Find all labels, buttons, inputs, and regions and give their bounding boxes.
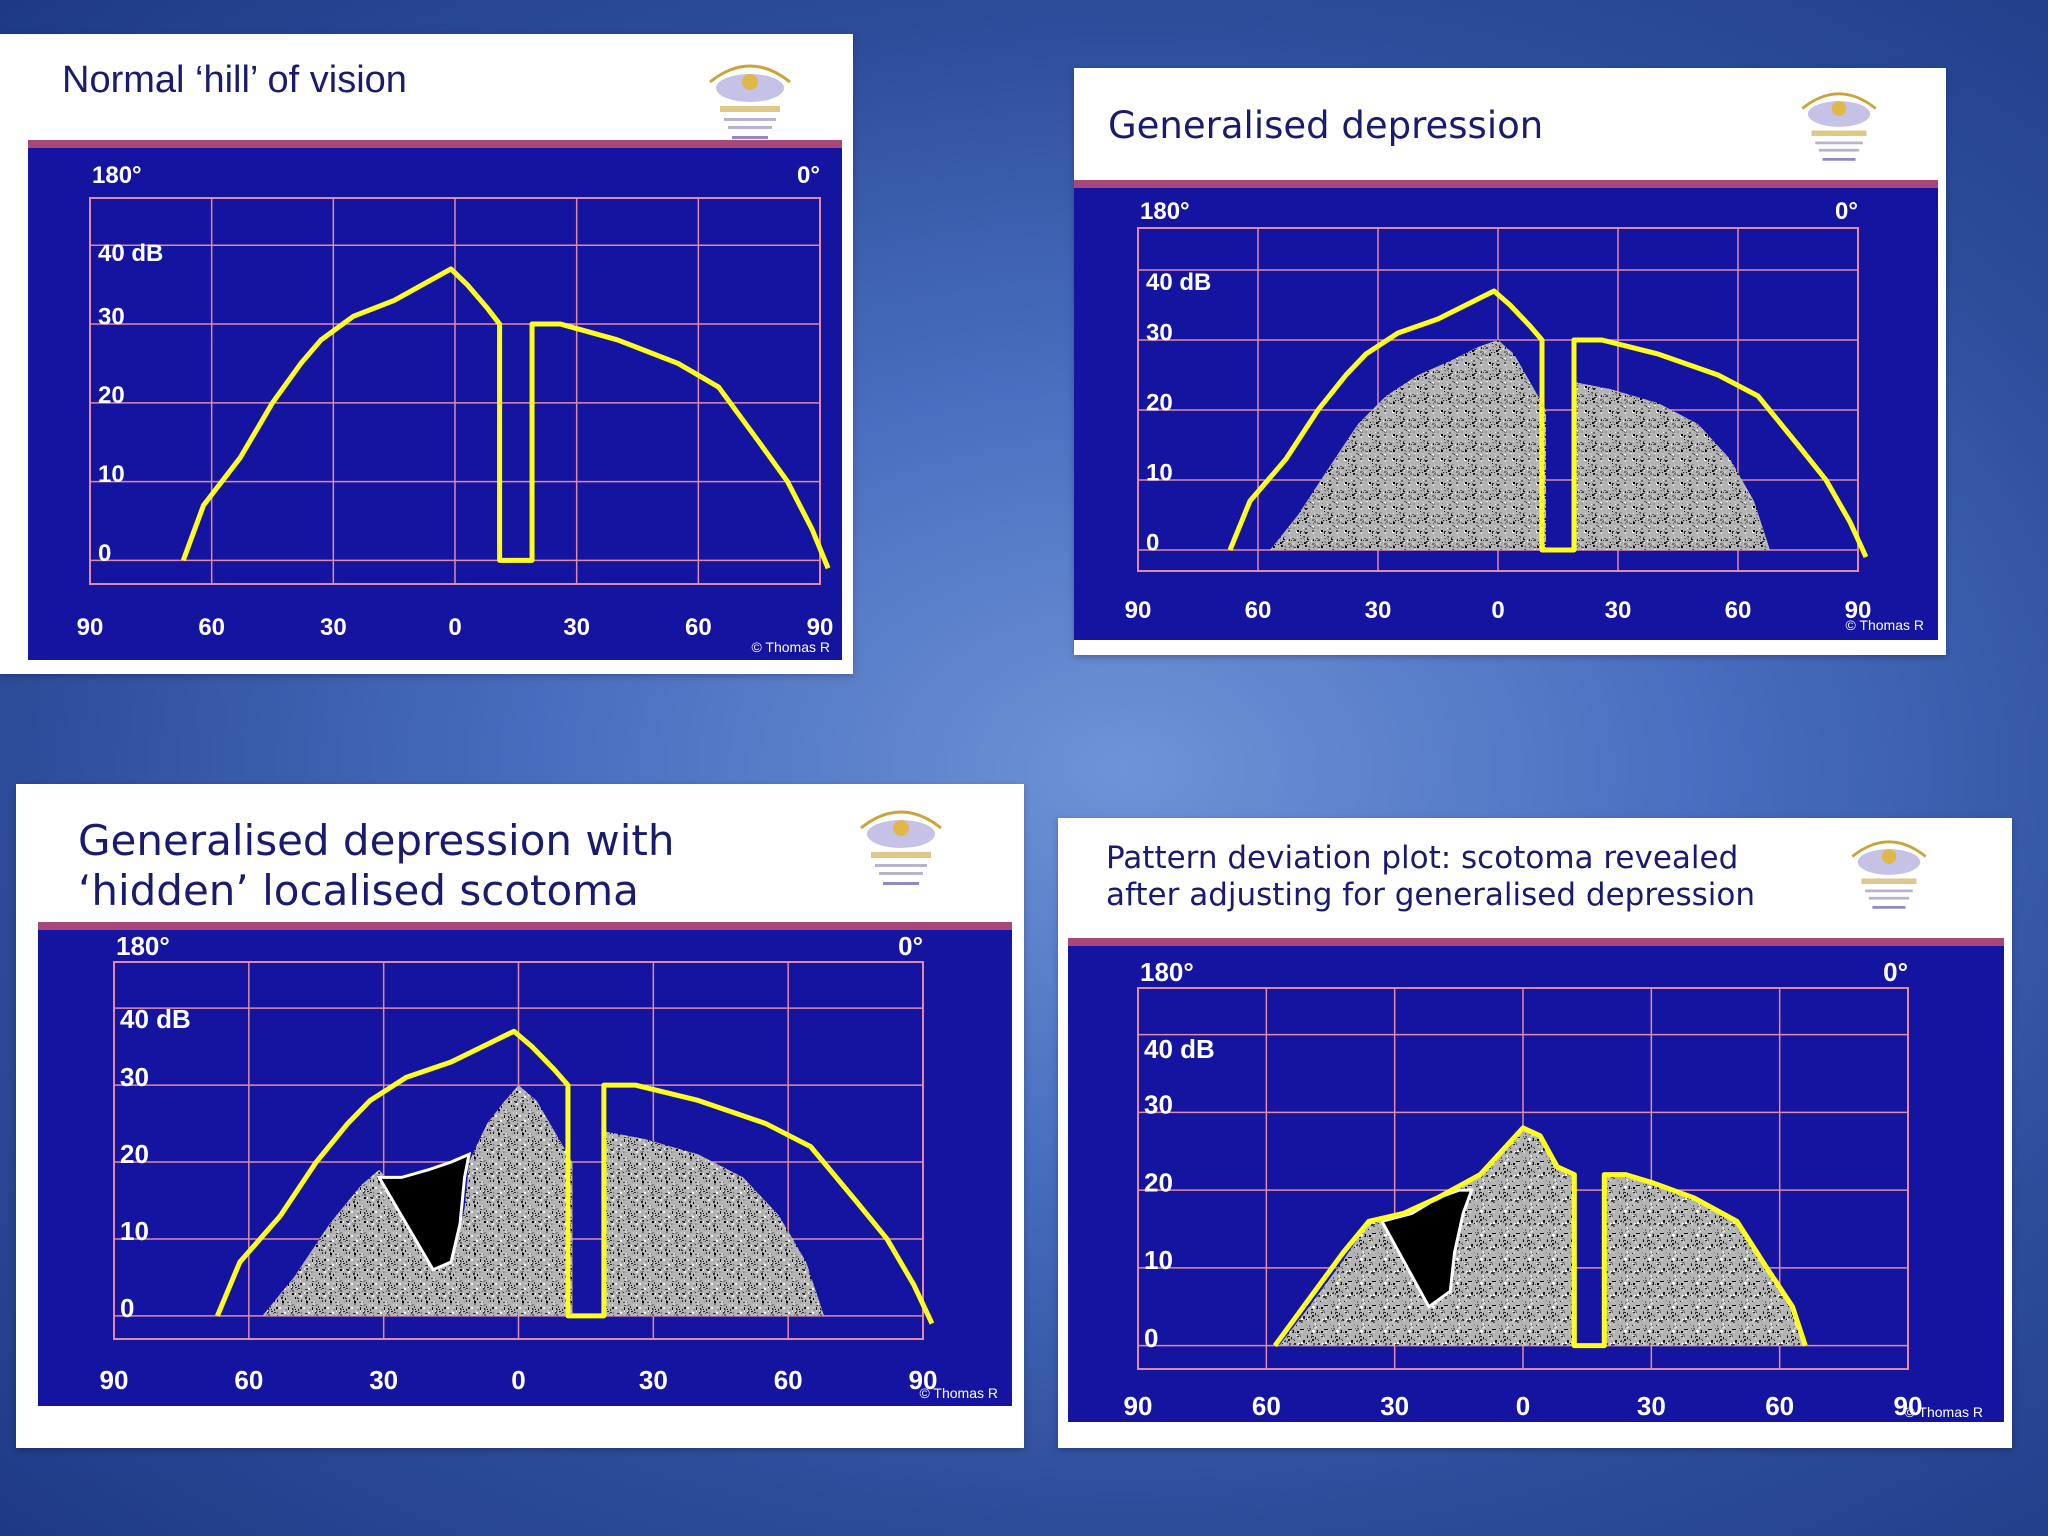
- unit-label: 40 dB: [120, 1004, 191, 1034]
- corner-label-left: 180°: [116, 931, 170, 961]
- x-tick-label: 30: [563, 614, 590, 641]
- panel-title: Normal ‘hill’ of vision: [62, 59, 407, 101]
- logo-icon: [1804, 818, 1974, 928]
- corner-label-right: 0°: [1883, 957, 1908, 987]
- y-tick-label: 0: [1146, 529, 1159, 556]
- panel-hidden-scotoma: Generalised depression with ‘hidden’ loc…: [16, 784, 1024, 1448]
- y-tick-label: 10: [120, 1216, 149, 1246]
- x-tick-label: 60: [685, 614, 712, 641]
- depression-area: [603, 1131, 825, 1316]
- y-tick-label: 0: [120, 1293, 134, 1323]
- hill-of-vision-line: [1227, 288, 1869, 559]
- panel-title: Generalised depression: [1108, 104, 1544, 147]
- x-tick-label: 60: [1252, 1391, 1281, 1421]
- x-tick-label: 30: [369, 1365, 398, 1395]
- x-tick-label: 0: [448, 614, 461, 641]
- x-tick-label: 60: [234, 1365, 263, 1395]
- y-tick-label: 20: [1144, 1167, 1173, 1197]
- x-tick-label: 0: [1491, 597, 1504, 624]
- x-tick-label: 60: [1725, 597, 1752, 624]
- x-tick-label: 0: [1516, 1391, 1530, 1421]
- depression-area: [262, 1085, 573, 1316]
- unit-label: 40 dB: [1144, 1034, 1215, 1064]
- credit-label: © Thomas R: [1904, 1404, 1983, 1420]
- x-tick-label: 30: [1380, 1391, 1409, 1421]
- chart-box: 180° 0° 40 dB 0 10 20 30 90 60 30 0 30 60 90 © Thomas …: [1074, 180, 1938, 640]
- x-tick-label: 60: [1765, 1391, 1794, 1421]
- x-tick-label: 0: [511, 1365, 525, 1395]
- x-tick-label: 60: [1245, 597, 1272, 624]
- corner-label-left: 180°: [1140, 957, 1194, 987]
- x-tick-label: 30: [1637, 1391, 1666, 1421]
- panel-generalised-depression: Generalised depression 180° 0° 40 dB 0 10 20 3…: [1074, 68, 1946, 655]
- x-tick-label: 90: [1894, 1391, 1923, 1421]
- y-tick-label: 20: [1146, 389, 1173, 416]
- y-tick-label: 20: [98, 382, 125, 409]
- x-tick-label: 90: [909, 1365, 938, 1395]
- x-tick-label: 60: [774, 1365, 803, 1395]
- depression-area: [1604, 1174, 1806, 1346]
- hill-of-vision-line: [180, 266, 831, 570]
- corner-label-left: 180°: [92, 162, 142, 189]
- depression-area: [1270, 340, 1546, 550]
- hill-of-vision-line: [1272, 1125, 1808, 1349]
- corner-label-right: 0°: [1835, 198, 1858, 225]
- depression-area: [1574, 382, 1770, 550]
- x-tick-label: 90: [77, 614, 104, 641]
- corner-label-left: 180°: [1140, 198, 1190, 225]
- y-tick-label: 30: [120, 1062, 149, 1092]
- x-tick-label: 90: [1124, 1391, 1153, 1421]
- x-tick-label: 90: [100, 1365, 129, 1395]
- corner-label-right: 0°: [898, 931, 923, 961]
- y-tick-label: 20: [120, 1139, 149, 1169]
- x-tick-label: 30: [320, 614, 347, 641]
- chart-box: 180° 0° 40 dB 0 10 20 30 90 60 30 0 30 60 90 © Thomas …: [28, 140, 842, 660]
- logo-icon: [680, 40, 820, 160]
- unit-label: 40 dB: [98, 240, 163, 267]
- panel-normal-hill: Normal ‘hill’ of vision 180° 0° 40 dB 0 10 20…: [0, 34, 853, 674]
- credit-label: © Thomas R: [919, 1385, 998, 1401]
- chart-box: 180° 0° 40 dB 0 10 20 30 90 60 30 0 30 60 90 © Thomas …: [1068, 938, 2004, 1422]
- x-tick-label: 60: [198, 614, 225, 641]
- corner-label-right: 0°: [797, 162, 820, 189]
- y-tick-label: 0: [98, 540, 111, 567]
- logo-icon: [816, 786, 986, 906]
- credit-label: © Thomas R: [751, 639, 830, 655]
- x-tick-label: 30: [1605, 597, 1632, 624]
- chart-box: 180° 0° 40 dB 0 10 20 30 90 60 30 0 30 60 90 © Thomas …: [38, 922, 1012, 1406]
- x-tick-label: 30: [1365, 597, 1392, 624]
- y-tick-label: 10: [1146, 459, 1173, 486]
- unit-label: 40 dB: [1146, 269, 1211, 296]
- panel-title: Pattern deviation plot: scotoma revealed…: [1106, 840, 1755, 913]
- y-tick-label: 30: [1144, 1090, 1173, 1120]
- panel-title: Generalised depression with ‘hidden’ loc…: [78, 816, 675, 915]
- panel-pattern-deviation: Pattern deviation plot: scotoma revealed…: [1058, 818, 2012, 1448]
- x-tick-label: 90: [807, 614, 834, 641]
- y-tick-label: 30: [98, 303, 125, 330]
- scotoma-area: [376, 1151, 472, 1272]
- y-tick-label: 10: [1144, 1245, 1173, 1275]
- x-tick-label: 90: [1125, 597, 1152, 624]
- x-tick-label: 90: [1845, 597, 1872, 624]
- y-tick-label: 10: [98, 461, 125, 488]
- hill-of-vision-line: [215, 1028, 935, 1325]
- y-tick-label: 0: [1144, 1323, 1158, 1353]
- logo-icon: [1764, 70, 1914, 180]
- credit-label: © Thomas R: [1845, 617, 1924, 633]
- y-tick-label: 30: [1146, 319, 1173, 346]
- x-tick-label: 30: [639, 1365, 668, 1395]
